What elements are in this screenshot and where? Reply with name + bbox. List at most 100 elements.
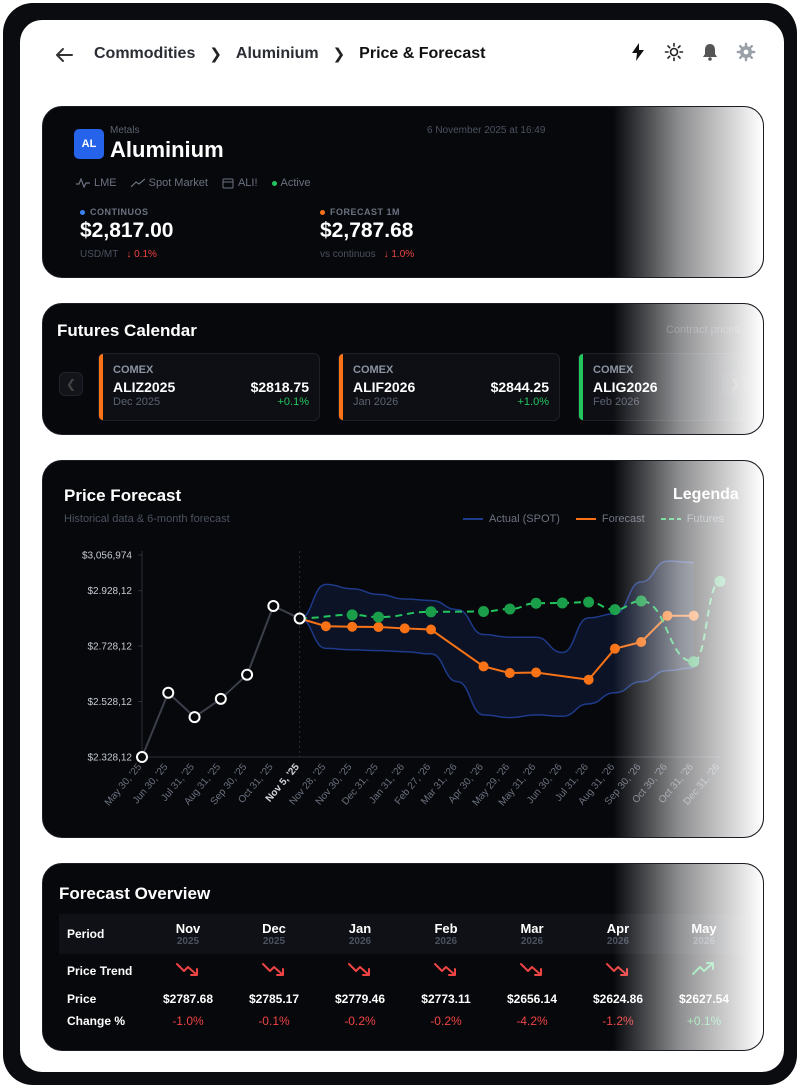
pulse-icon (76, 178, 90, 188)
trend-cell (575, 954, 661, 988)
continuous-change: ↓ 0.1% (126, 249, 157, 260)
actual-point (214, 692, 227, 705)
futures-point (530, 597, 542, 609)
futures-note: Contract prices (666, 324, 740, 336)
bell-icon[interactable] (700, 42, 720, 62)
trend-cell (317, 954, 403, 988)
actual-point (241, 668, 254, 681)
change-cell: -0.2% (344, 1014, 376, 1028)
change-cell: -0.2% (430, 1014, 462, 1028)
tag-exchange-label: LME (94, 177, 117, 189)
continuous-change-value: 0.1% (134, 249, 157, 260)
tag-symbol-label: ALI! (237, 177, 258, 189)
back-arrow-icon[interactable] (52, 44, 76, 66)
trend-down-icon (348, 962, 370, 976)
change-row: Change % -1.0% -0.1% -0.2% -0.2% -4.2% -… (59, 1010, 747, 1032)
period-month: Apr (606, 921, 630, 936)
scroll-left-button[interactable]: ❮ (59, 372, 83, 396)
sun-icon[interactable] (664, 42, 684, 62)
futures-point (425, 606, 437, 618)
actual-point (293, 612, 306, 625)
contract-symbol: ALIZ2025 (113, 379, 176, 395)
forecast-point (531, 667, 542, 678)
period-year: 2026 (606, 936, 630, 947)
futures-point (372, 611, 384, 623)
price-cell: $2785.17 (248, 992, 300, 1006)
period-year: 2026 (520, 936, 544, 947)
change-cell: -0.1% (258, 1014, 290, 1028)
blue-dot-icon (80, 209, 85, 215)
calendar-icon (222, 178, 234, 189)
forecast-change: ↓ 1.0% (383, 249, 415, 260)
forecast-point (688, 610, 699, 621)
price-cell: $2627.54 (678, 992, 730, 1006)
page-title: Aluminium (110, 137, 224, 162)
contract-expiry: Jan 2026 (353, 396, 399, 408)
forecast-point (373, 622, 384, 633)
forecast-compare: vs continuos (320, 249, 376, 260)
lightning-icon[interactable] (628, 42, 648, 62)
forecast-point (636, 637, 647, 648)
continuous-label: CONTINUOS (90, 207, 149, 217)
tag-list: LME Spot Market ALI! Active (76, 177, 310, 189)
symbol-badge: AL (74, 129, 104, 159)
forecast-label: FORECAST 1M (330, 207, 401, 217)
forecast-point (320, 621, 331, 632)
actual-series-line (141, 604, 301, 758)
breadcrumb: Commodities ❯ Aluminium ❯ Price & Foreca… (94, 45, 485, 63)
futures-point (478, 606, 490, 618)
device-frame: Commodities ❯ Aluminium ❯ Price & Foreca… (3, 3, 797, 1085)
futures-point (714, 575, 726, 587)
overview-title: Forecast Overview (59, 884, 211, 903)
breadcrumb-current: Price & Forecast (359, 45, 486, 62)
period-year: 2026 (692, 936, 716, 947)
trend-up-icon (692, 961, 714, 975)
price-row: Price $2787.68 $2785.17 $2779.46 $2773.1… (59, 988, 747, 1010)
actual-point (136, 751, 148, 764)
y-tick-label: $2.728,12 (88, 642, 133, 653)
futures-contract-card[interactable]: COMEX ALIZ2025 Dec 2025 $2818.75 +0.1% (98, 353, 320, 421)
scroll-right-button[interactable]: ❯ (723, 372, 747, 396)
chart-title: Price Forecast (64, 486, 182, 505)
actual-point (267, 599, 280, 612)
chevron-right-icon: ❯ (332, 46, 346, 63)
actual-point (188, 711, 201, 724)
trend-cell (661, 954, 747, 988)
period-month: Mar (520, 921, 544, 936)
forecast-point (609, 643, 620, 654)
change-cell: -1.2% (602, 1014, 634, 1028)
confidence-band-area (299, 561, 694, 718)
contract-symbol: ALIG2026 (593, 379, 658, 395)
legend-line-icon (463, 518, 483, 520)
period-year: 2026 (348, 936, 372, 947)
breadcrumb-aluminium[interactable]: Aluminium (235, 45, 319, 62)
futures-point (635, 595, 647, 607)
futures-point (583, 596, 595, 608)
forecast-point (478, 661, 489, 672)
period-cell: Nov 2025 (145, 914, 231, 954)
legend-item-actual[interactable]: Actual (SPOT) (463, 513, 560, 525)
y-tick-label: $3,056,974 (82, 551, 132, 562)
futures-title: Futures Calendar (57, 321, 197, 340)
y-tick-label: $2.528,12 (88, 697, 133, 708)
settings-gear-icon[interactable] (736, 42, 756, 62)
period-month: Dec (262, 921, 286, 936)
y-tick-label: $2.928,12 (88, 586, 133, 597)
commodity-header-card: AL Metals Aluminium 6 November 2025 at 1… (42, 106, 764, 278)
price-cell: $2656.14 (506, 992, 558, 1006)
price-cell: $2773.11 (421, 992, 471, 1006)
fade-overlay (613, 107, 763, 277)
breadcrumb-commodities[interactable]: Commodities (94, 45, 196, 62)
contract-color-bar (579, 354, 583, 420)
orange-dot-icon (320, 209, 325, 215)
forecast-point (504, 668, 515, 679)
period-year: 2025 (262, 936, 286, 947)
futures-contract-card[interactable]: COMEX ALIF2026 Jan 2026 $2844.25 +1.0% (338, 353, 560, 421)
contract-change: +1.0% (517, 396, 550, 408)
app-screen: Commodities ❯ Aluminium ❯ Price & Foreca… (20, 20, 784, 1072)
period-row: Period Nov 2025 Dec 2025 Jan 2026 Feb 2026 M… (59, 914, 747, 954)
contract-color-bar (339, 354, 343, 420)
contract-price: $2818.75 (250, 379, 309, 395)
trend-down-icon (520, 962, 542, 976)
trend-down-icon (434, 962, 456, 976)
